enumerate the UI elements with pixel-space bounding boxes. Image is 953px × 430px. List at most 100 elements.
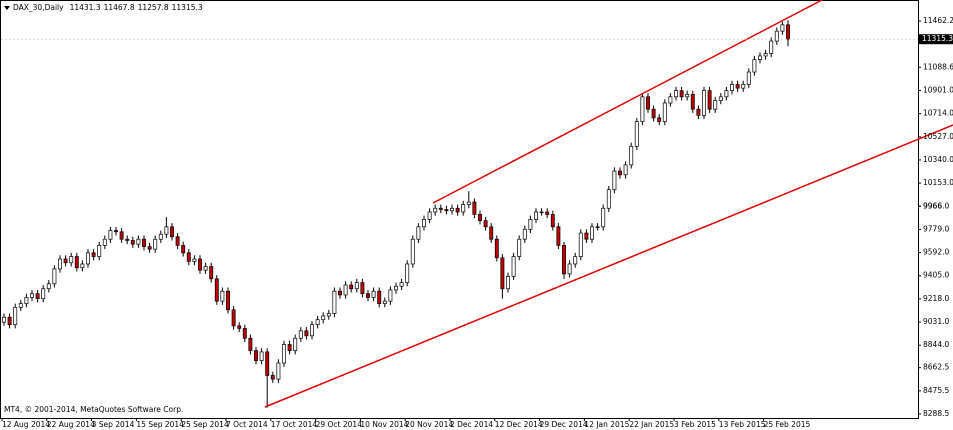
candle-body [724, 90, 729, 98]
candle-body [366, 293, 370, 298]
candle-body [74, 256, 79, 269]
candle-body [198, 258, 202, 271]
candle-body [58, 258, 62, 270]
candle-body [422, 219, 426, 228]
candle-body [657, 117, 662, 122]
candle-body [7, 316, 12, 326]
candle-body [388, 289, 393, 302]
candle-body [248, 337, 253, 352]
y-tick-label: 8475.5 [923, 386, 949, 395]
candle-body [578, 232, 583, 257]
candle-body [153, 238, 158, 250]
candle-body [668, 96, 673, 104]
candle-body [220, 290, 225, 302]
y-tick-label: 8288.5 [923, 409, 949, 418]
candle-body [181, 245, 186, 254]
candle-body [321, 315, 326, 321]
candle-body [343, 284, 348, 296]
candle-body [562, 245, 566, 275]
candle-body [741, 84, 746, 89]
menu-arrow[interactable] [4, 6, 10, 10]
x-tick-label: 29 Oct 2014 [316, 420, 363, 429]
candle-body [360, 282, 365, 295]
candle-body [500, 257, 505, 290]
ohlc-low: 11257.8 [138, 3, 169, 12]
candle-body [46, 283, 51, 290]
ohlc-open: 11431.3 [70, 3, 101, 12]
candle-body [382, 300, 387, 304]
y-tick-label: 10153.0 [923, 178, 953, 187]
candle-body [102, 238, 107, 246]
candle-body [310, 324, 314, 337]
candle-body [394, 285, 398, 291]
candle-body [52, 268, 57, 285]
candle-body [786, 24, 790, 40]
x-tick-label: 25 Sep 2014 [181, 420, 229, 429]
candle-body [287, 344, 292, 352]
candle-body [332, 290, 337, 314]
footer: MT4, © 2001-2014, MetaQuotes Software Co… [4, 405, 183, 414]
x-tick-label: 7 Oct 2014 [226, 420, 268, 429]
candle-body [595, 226, 600, 228]
candle-body [237, 325, 242, 329]
candle-body [623, 164, 628, 176]
candle-body [702, 90, 706, 116]
candle-body [226, 290, 230, 311]
trend-line [432, 0, 823, 204]
candle-body [349, 284, 354, 290]
candle-body [763, 53, 768, 57]
candle-body [86, 252, 90, 265]
candle-body [164, 226, 169, 235]
candle-body [522, 228, 527, 240]
candle-body [528, 219, 533, 230]
candle-body [640, 96, 645, 122]
candle-body [69, 256, 74, 264]
candle-body [259, 351, 264, 361]
candle-body [91, 252, 96, 257]
y-tick-label: 10901.0 [923, 85, 953, 94]
x-tick-label: 2 Dec 2014 [450, 420, 493, 429]
candle-body [282, 344, 286, 364]
candle-body [175, 236, 180, 246]
candle-body [774, 30, 779, 42]
candle-body [556, 226, 561, 246]
y-tick-label: 9779.0 [923, 224, 949, 233]
candle-body [584, 232, 589, 240]
x-tick-label: 17 Oct 2014 [271, 420, 318, 429]
ohlc-close: 11315.3 [172, 3, 203, 12]
candle-body [97, 245, 102, 257]
price-tag-label: 11315.3 [922, 34, 953, 43]
candle-body [416, 226, 421, 240]
candle-body [170, 226, 174, 238]
candle-body [158, 233, 163, 240]
candle-body [517, 238, 522, 257]
candle-body [304, 330, 309, 337]
candle-body [696, 108, 701, 116]
candle-body [713, 100, 718, 110]
x-tick-label: 20 Nov 2014 [405, 420, 453, 429]
candle-body [209, 266, 214, 280]
y-tick-label: 9218.0 [923, 294, 949, 303]
candle-body [2, 316, 6, 323]
y-tick-label: 9592.0 [923, 248, 949, 257]
candle-body [114, 230, 118, 233]
candle-body [142, 238, 146, 247]
candle-body [254, 350, 258, 361]
x-tick-label: 12 Dec 2014 [495, 420, 543, 429]
x-tick-label: 15 Sep 2014 [136, 420, 184, 429]
candle-body [399, 282, 404, 287]
y-tick-label: 10714.0 [923, 109, 953, 118]
candle-body [192, 258, 197, 262]
candle-body [298, 330, 303, 339]
candle-body [489, 226, 494, 240]
x-tick-label: 13 Feb 2015 [719, 420, 766, 429]
candle-body [612, 170, 617, 191]
candle-body [371, 290, 376, 298]
candle-body [707, 90, 712, 110]
candle-body [326, 313, 331, 317]
x-tick-label: 12 Jan 2015 [584, 420, 629, 429]
candle-body [511, 256, 516, 277]
candle-body [231, 309, 236, 327]
candle-body [80, 263, 85, 269]
candle-body [478, 214, 482, 221]
